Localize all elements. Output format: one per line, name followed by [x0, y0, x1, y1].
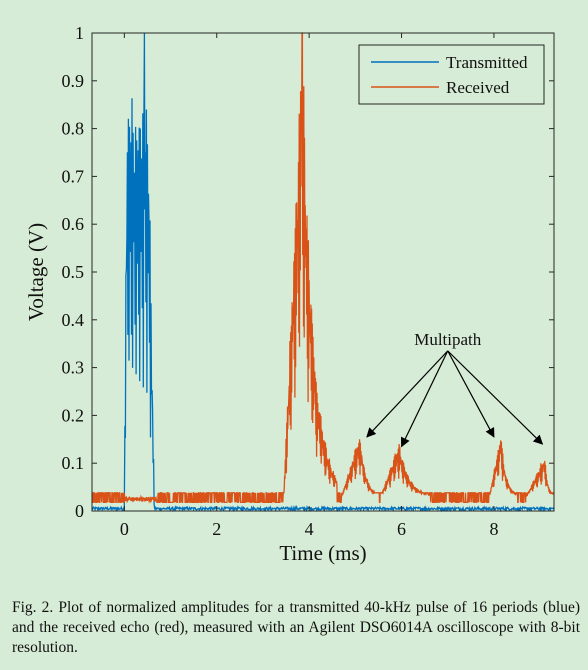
series-line-transmitted: [92, 32, 554, 512]
x-tick-label: 0: [120, 519, 129, 539]
chart-figure: 0 2 4 6 8 0 0.1 0.2 0.3 0.4 0.5 0.6 0.7 0.8 0.9 1 Multi…: [24, 23, 555, 565]
y-tick-label: 0.6: [62, 214, 85, 234]
series-line-received: [92, 32, 554, 504]
y-tick-label: 1: [75, 23, 84, 43]
y-tick-label: 0: [75, 501, 84, 521]
x-tick-label: 8: [489, 519, 498, 539]
annotation-arrow: [447, 350, 544, 445]
y-tick-label: 0.8: [62, 119, 85, 139]
y-tick-label: 0.1: [62, 453, 85, 473]
annotation-arrow: [400, 350, 449, 448]
x-tick-label: 2: [212, 519, 221, 539]
chart-canvas: 0 2 4 6 8 0 0.1 0.2 0.3 0.4 0.5 0.6 0.7 0.8 0.9 1 Multi…: [24, 23, 555, 565]
x-axis-label: Time (ms): [279, 541, 366, 565]
y-tick-label: 0.9: [62, 71, 85, 91]
annotation-label: Multipath: [414, 330, 482, 349]
y-tick-label: 0.3: [62, 358, 85, 378]
annotation-arrow: [447, 350, 495, 438]
legend-label: Received: [446, 78, 510, 97]
y-tick-label: 0.5: [62, 262, 85, 282]
legend-label: Transmitted: [446, 53, 528, 72]
figure-caption: Fig. 2. Plot of normalized amplitudes fo…: [12, 599, 580, 656]
x-tick-label: 4: [305, 519, 314, 539]
annotation-arrow: [366, 350, 449, 438]
y-tick-label: 0.7: [62, 166, 85, 186]
y-axis-label: Voltage (V): [24, 223, 48, 321]
y-tick-label: 0.4: [62, 310, 85, 330]
plot-area: [92, 33, 554, 511]
x-tick-label: 6: [397, 519, 406, 539]
legend-box: [358, 44, 545, 105]
y-tick-label: 0.2: [62, 405, 85, 425]
